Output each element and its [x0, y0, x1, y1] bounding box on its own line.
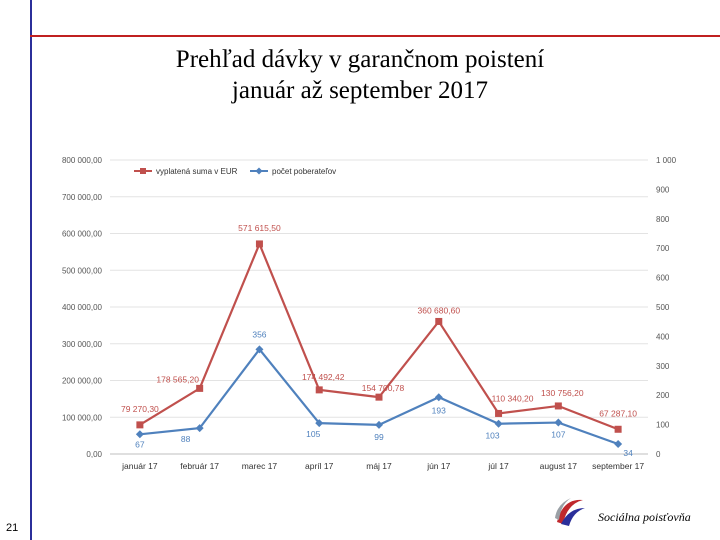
amount-data-label: 154 700,78: [362, 383, 405, 393]
brand-name: Sociálna poisťovňa: [598, 510, 691, 524]
amount-point: [196, 384, 204, 392]
y-right-tick-label: 900: [656, 185, 670, 194]
amount-data-label: 110 340,20: [492, 393, 534, 403]
amount-data-label: 178 565,20: [156, 374, 199, 384]
y-left-tick-label: 600 000,00: [62, 230, 103, 239]
amount-data-label: 174 492,42: [302, 372, 345, 382]
y-left-tick-label: 200 000,00: [62, 377, 103, 386]
amount-data-label: 571 615,50: [238, 223, 281, 233]
left-frame-line: [30, 0, 32, 540]
y-left-tick-label: 100 000,00: [62, 413, 103, 422]
count-point: [315, 419, 324, 428]
x-tick-label: máj 17: [366, 461, 392, 471]
count-data-label: 356: [252, 329, 266, 339]
x-tick-label: september 17: [592, 461, 644, 471]
amount-data-label: 360 680,60: [418, 305, 461, 315]
title-line-1: Prehľad dávky v garančnom poistení: [175, 46, 545, 73]
x-tick-label: marec 17: [242, 461, 278, 471]
count-point: [255, 345, 264, 354]
legend-marker-count: [255, 167, 263, 175]
count-data-label: 88: [181, 434, 191, 444]
x-tick-label: január 17: [121, 461, 158, 471]
count-data-label: 103: [485, 431, 499, 441]
legend-label-count: počet poberateľov: [272, 167, 336, 176]
count-data-label: 99: [374, 432, 384, 442]
legend-label-amount: vyplatená suma v EUR: [156, 167, 238, 176]
y-right-tick-label: 0: [656, 450, 661, 459]
amount-point: [136, 421, 144, 429]
amount-point: [255, 240, 263, 248]
amount-data-label: 79 270,30: [121, 404, 159, 414]
y-right-tick-label: 700: [656, 244, 670, 253]
y-right-tick-label: 400: [656, 332, 670, 341]
y-left-tick-label: 700 000,00: [62, 193, 103, 202]
y-left-tick-label: 800 000,00: [62, 156, 103, 165]
title-line-2: január až september 2017: [231, 77, 489, 104]
count-data-label: 107: [551, 430, 565, 440]
y-right-tick-label: 800: [656, 215, 670, 224]
count-data-label: 193: [432, 405, 446, 415]
amount-point: [554, 402, 562, 410]
y-left-tick-label: 0,00: [86, 450, 102, 459]
amount-data-label: 67 287,10: [599, 408, 637, 418]
slide-title: Prehľad dávky v garančnom poistení januá…: [60, 44, 660, 106]
count-point: [195, 424, 204, 433]
y-right-tick-label: 100: [656, 421, 670, 430]
y-left-tick-label: 300 000,00: [62, 340, 103, 349]
count-point: [614, 440, 623, 449]
amount-data-label: 130 756,20: [541, 388, 584, 398]
y-right-tick-label: 200: [656, 391, 670, 400]
amount-point: [315, 386, 323, 394]
count-point: [434, 393, 443, 402]
x-tick-label: apríl 17: [305, 461, 334, 471]
count-point: [554, 418, 563, 427]
y-left-tick-label: 400 000,00: [62, 303, 103, 312]
x-tick-label: jún 17: [426, 461, 450, 471]
count-data-label: 67: [135, 439, 145, 449]
x-tick-label: august 17: [540, 461, 578, 471]
x-tick-label: júl 17: [487, 461, 509, 471]
y-right-tick-label: 500: [656, 303, 670, 312]
amount-point: [375, 393, 383, 401]
legend-marker-amount: [140, 168, 146, 174]
series-line-amount: [139, 241, 619, 431]
amount-point: [495, 409, 503, 417]
count-point: [375, 420, 383, 429]
amount-point: [435, 317, 443, 325]
y-left-tick-label: 500 000,00: [62, 266, 103, 275]
top-frame-line: [30, 35, 720, 37]
amount-point: [614, 425, 622, 433]
y-right-tick-label: 600: [656, 274, 670, 283]
count-data-label: 34: [623, 448, 633, 458]
page-number: 21: [6, 522, 19, 534]
count-point: [494, 419, 503, 428]
x-tick-label: február 17: [180, 461, 219, 471]
y-right-tick-label: 300: [656, 362, 670, 371]
count-point: [135, 430, 144, 439]
sp-logo-icon: [555, 498, 585, 526]
y-right-tick-label: 1 000: [656, 156, 677, 165]
count-data-label: 105: [306, 429, 320, 439]
